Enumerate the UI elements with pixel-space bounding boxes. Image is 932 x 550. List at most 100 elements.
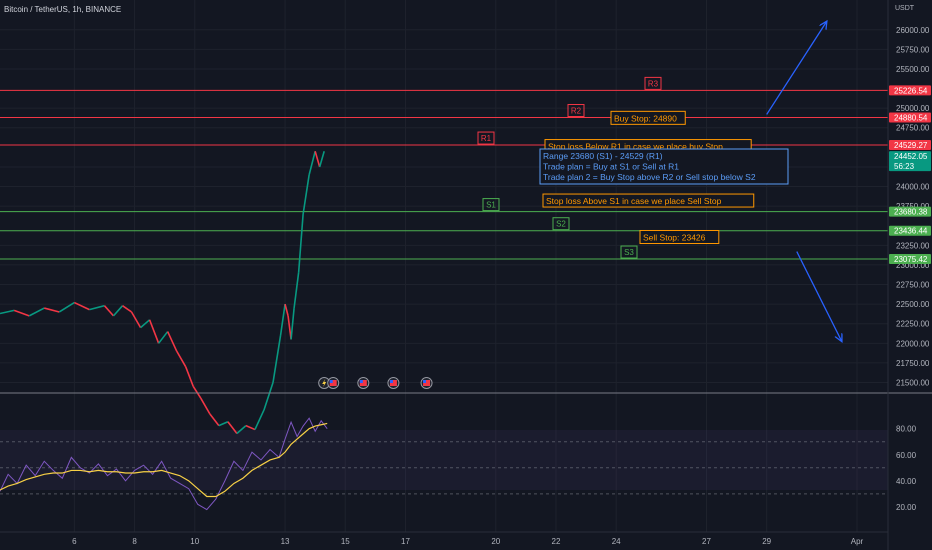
rsi-line (0, 417, 328, 511)
level-label-box-r3 (644, 76, 662, 90)
date-tick-label: 13 (281, 537, 290, 546)
price-segment (227, 421, 238, 434)
level-label-r3: R3 (648, 79, 659, 88)
price-segment (308, 151, 316, 175)
info-box-line: Trade plan 2 = Buy Stop above R2 or Sell… (543, 172, 756, 182)
price-segment (287, 315, 292, 340)
price-segment (245, 424, 256, 431)
price-segment (44, 307, 60, 313)
price-segment (74, 301, 90, 311)
price-badge (889, 206, 931, 217)
markers-layer (318, 377, 433, 389)
trend-arrow-2 (796, 251, 842, 342)
price-segment (209, 413, 220, 427)
price-badge-label: 23075.42 (894, 255, 928, 264)
annotation-box (610, 110, 686, 125)
annotations-layer: Buy Stop: 24890 Stop loss Below R1 in cas… (539, 110, 789, 244)
price-segment (89, 304, 105, 311)
us-flag-canton-icon (389, 380, 393, 383)
date-tick-label: 29 (762, 537, 771, 546)
price-tick-label: 21750.00 (896, 359, 930, 368)
date-tick-label: 15 (341, 537, 350, 546)
level-label-r1: R1 (481, 134, 492, 143)
price-segment (192, 386, 202, 399)
level-label-box-s1 (482, 198, 500, 212)
price-segment (184, 366, 194, 387)
price-tick-label: 21500.00 (896, 379, 930, 388)
axes-layer[interactable]: 26000.00 25750.00 25500.00 25000.00 24750.00… (72, 26, 931, 546)
rsi-tick-label: 20.00 (896, 503, 917, 512)
price-segment (122, 305, 133, 313)
price-segment (130, 311, 142, 329)
price-segment (166, 331, 178, 352)
date-tick-label: 24 (612, 537, 621, 546)
price-segment (13, 309, 30, 317)
price-badge (889, 225, 931, 236)
price-segment (58, 301, 75, 313)
price-segment (302, 174, 310, 215)
price-badge-timer: 56:23 (894, 162, 915, 171)
date-tick-label: Apr (851, 537, 864, 546)
price-segment (297, 213, 304, 273)
price-tick-label: 22000.00 (896, 339, 930, 348)
level-label-box-r2 (567, 104, 585, 118)
price-segment (28, 307, 45, 317)
level-label-box-r1 (477, 131, 495, 145)
date-tick-label: 22 (552, 537, 561, 546)
date-tick-label: 10 (190, 537, 199, 546)
price-badge-label: 24452.05 (894, 152, 928, 161)
us-flag-canton-icon (329, 380, 333, 383)
price-segment (284, 303, 289, 317)
price-tick-label: 22250.00 (896, 320, 930, 329)
price-segment (0, 309, 15, 315)
price-series-layer (0, 151, 325, 435)
price-badge-label: 25226.54 (894, 86, 928, 95)
level-label-s3: S3 (624, 248, 634, 257)
trend-arrow-1 (766, 21, 827, 115)
date-tick-label: 6 (72, 537, 77, 546)
price-segment (200, 397, 211, 415)
currency-label: USDT (895, 5, 915, 12)
price-tick-label: 23000.00 (896, 261, 930, 270)
rsi-layer (0, 417, 888, 511)
price-tick-label: 26000.00 (896, 26, 930, 35)
annotation-text: Buy Stop: 24890 (614, 113, 677, 123)
price-tick-label: 25750.00 (896, 45, 930, 54)
grid (0, 0, 888, 532)
price-tick-label: 22750.00 (896, 281, 930, 290)
price-badge-label: 23680.38 (894, 208, 928, 217)
date-tick-label: 17 (401, 537, 410, 546)
price-segment (254, 409, 265, 430)
annotation-text: Sell Stop: 23426 (643, 232, 706, 242)
date-tick-label: 20 (491, 537, 500, 546)
price-segment (176, 350, 187, 368)
price-segment (148, 319, 160, 344)
price-badge (889, 85, 931, 96)
price-badge (889, 112, 931, 123)
price-segment (236, 425, 247, 435)
level-label-box-s3 (620, 245, 638, 259)
price-badge-label: 24880.54 (894, 114, 928, 123)
price-segment (293, 272, 300, 309)
level-label-r2: R2 (571, 107, 582, 116)
chart-title: Bitcoin / TetherUS, 1h, BINANCE (4, 5, 121, 14)
price-segment (318, 151, 325, 168)
us-flag-icon (389, 380, 397, 386)
date-tick-label: 8 (132, 537, 137, 546)
date-tick-label: 27 (702, 537, 711, 546)
us-flag-canton-icon (423, 380, 427, 383)
us-flag-icon (329, 380, 337, 386)
level-label-box-s2 (552, 217, 570, 231)
rsi-tick-label: 80.00 (896, 425, 917, 434)
price-badge (889, 140, 931, 151)
price-tick-label: 22500.00 (896, 300, 930, 309)
price-segment (112, 305, 124, 317)
price-segment (263, 382, 274, 411)
price-badge-label: 23436.44 (894, 227, 928, 236)
us-flag-icon (359, 380, 367, 386)
price-segment (279, 304, 286, 336)
annotation-box (542, 193, 755, 208)
price-badge (889, 254, 931, 265)
